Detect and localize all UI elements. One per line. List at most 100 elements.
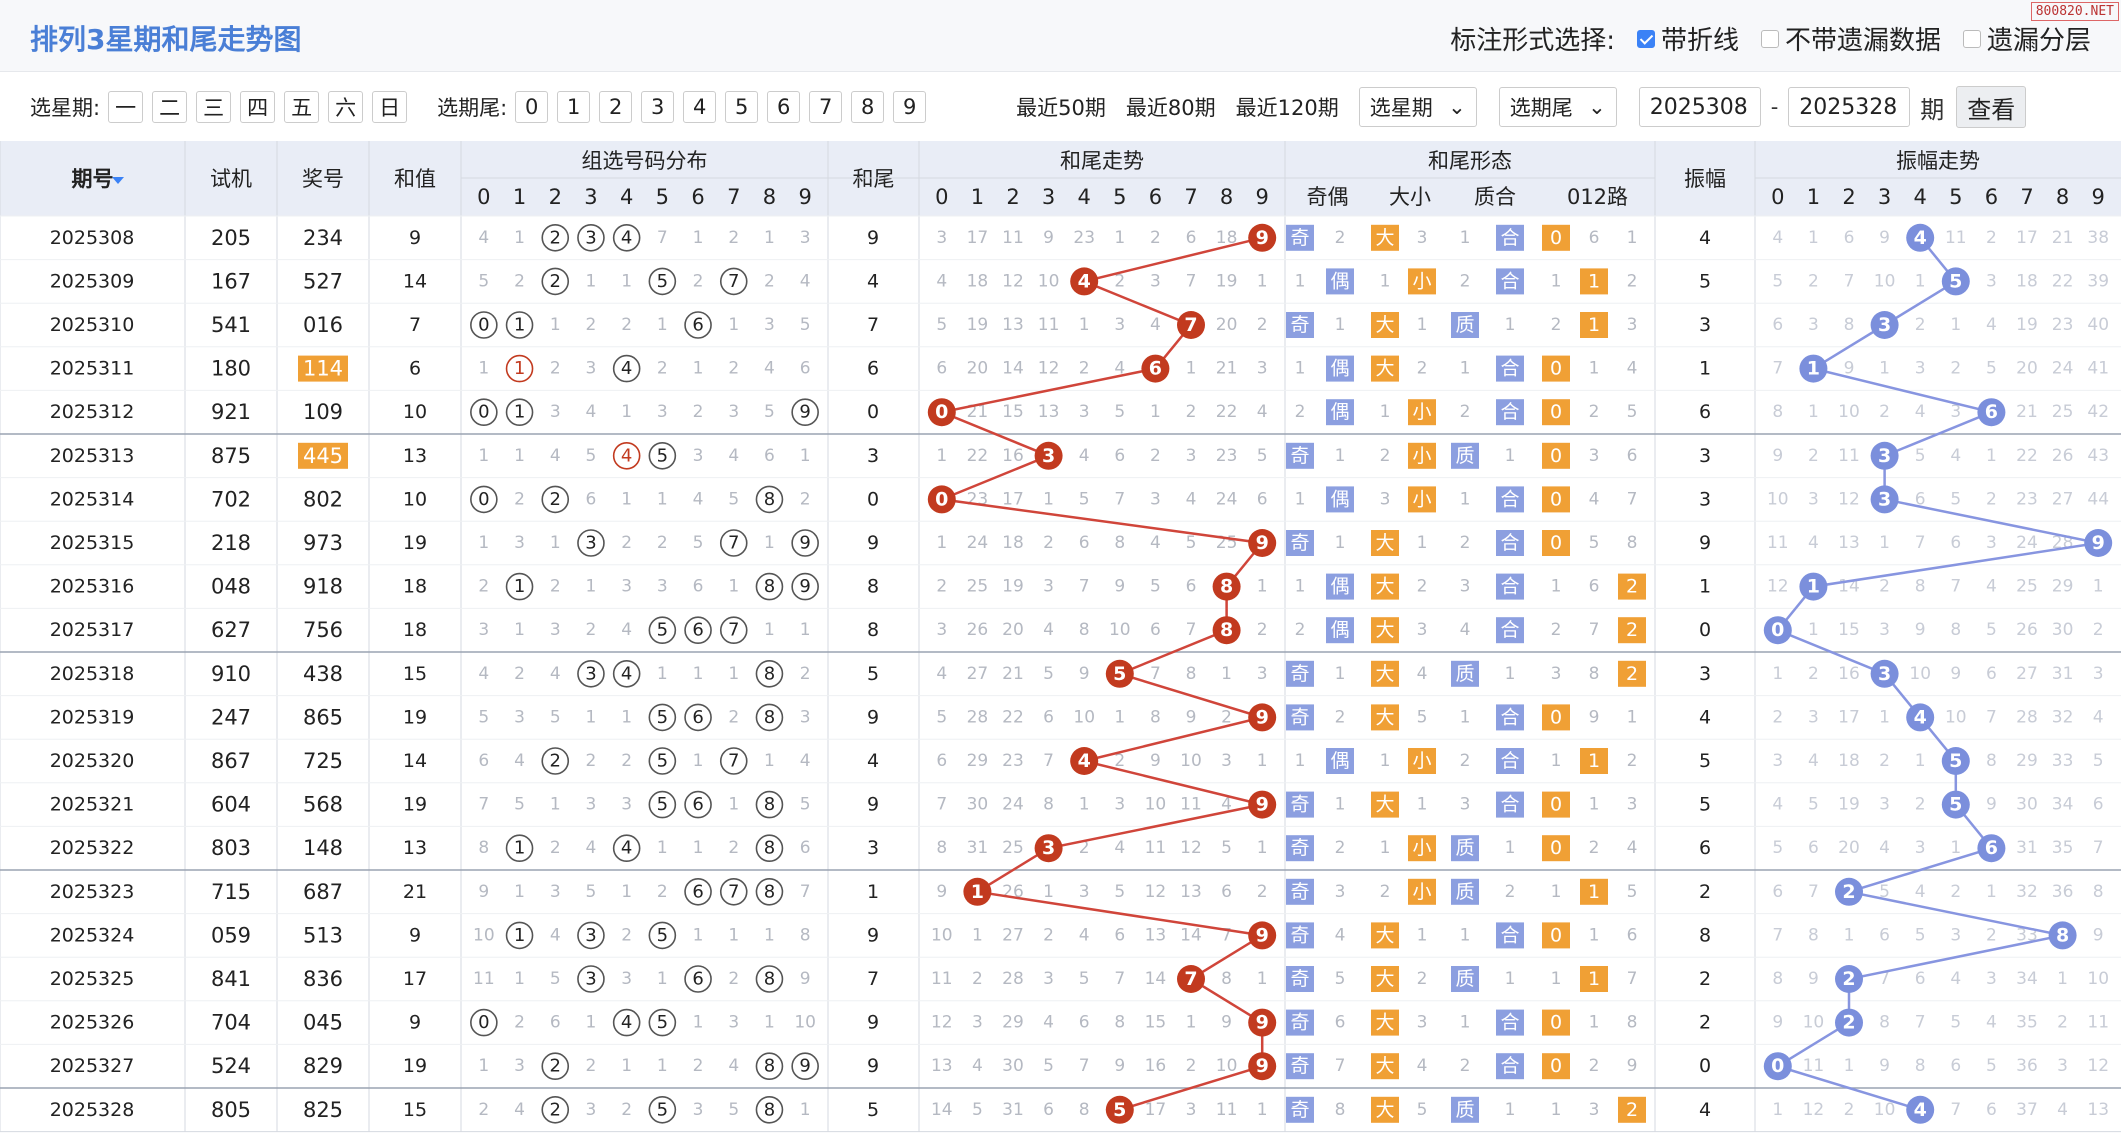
digit-header: 2 — [549, 185, 562, 209]
amp-trend-ball — [1941, 747, 1970, 775]
form-tag — [1618, 573, 1646, 600]
trend-miss-value: 31 — [967, 838, 989, 858]
dist-hit-circle — [505, 834, 534, 863]
to-period-input[interactable]: 2025328 — [1788, 87, 1911, 127]
tail-button[interactable]: 5 — [725, 91, 759, 123]
amp-miss-value: 5 — [1986, 620, 1997, 640]
option-with-line[interactable]: 带折线 — [1636, 20, 1739, 57]
trend-miss-value: 20 — [1216, 315, 1238, 335]
tail-button[interactable]: 4 — [683, 91, 717, 123]
tail-button[interactable]: 6 — [767, 91, 801, 123]
form-tag — [1496, 355, 1524, 382]
form-tag — [1371, 1009, 1399, 1036]
form-miss-value: 2 — [1417, 577, 1428, 597]
amp-trend-ball-value: 2 — [1842, 968, 1855, 990]
amp-miss-value: 36 — [2052, 882, 2074, 902]
dist-miss-value: 3 — [621, 969, 632, 989]
checkbox-icon[interactable] — [1760, 29, 1779, 48]
tail-button[interactable]: 2 — [599, 91, 633, 123]
trend-miss-value: 5 — [1150, 577, 1161, 597]
form-tag-text: 大 — [1375, 358, 1394, 380]
from-period-input[interactable]: 2025308 — [1638, 87, 1761, 127]
tail-trend-ball-value: 9 — [1256, 706, 1269, 728]
amp-miss-value: 1 — [1986, 882, 1997, 902]
week-button[interactable]: 六 — [328, 91, 364, 123]
amp-miss-value: 33 — [2052, 751, 2074, 771]
dist-miss-value: 2 — [764, 271, 775, 291]
form-tag-text: 质 — [1455, 1099, 1474, 1121]
tail-cell: 3 — [867, 445, 879, 467]
amp-miss-value: 5 — [1950, 489, 1961, 509]
tail-button[interactable]: 7 — [809, 91, 843, 123]
trend-miss-value: 2 — [1150, 446, 1161, 466]
week-select[interactable]: 选星期 ⌄ — [1358, 87, 1477, 127]
week-button[interactable]: 四 — [240, 91, 276, 123]
amp-miss-value: 1 — [1915, 751, 1926, 771]
recent-120-link[interactable]: 最近120期 — [1235, 96, 1339, 120]
trend-miss-value: 24 — [1002, 795, 1024, 815]
trend-miss-value: 1 — [1114, 228, 1125, 248]
option-no-missing[interactable]: 不带遗漏数据 — [1760, 20, 1941, 57]
form-subheader: 质合 — [1474, 185, 1516, 209]
week-button[interactable]: 三 — [196, 91, 232, 123]
sort-icon — [112, 177, 124, 184]
amp-miss-value: 17 — [1838, 707, 1860, 727]
checkbox-icon[interactable] — [1636, 29, 1655, 48]
amp-miss-value: 4 — [1986, 315, 1997, 335]
amp-miss-value: 6 — [1808, 838, 1819, 858]
amp-miss-value: 1 — [1879, 533, 1890, 553]
amp-miss-value: 2 — [1950, 359, 1961, 379]
tail-button[interactable]: 0 — [515, 91, 549, 123]
amp-miss-value: 20 — [2016, 359, 2038, 379]
tail-button[interactable]: 8 — [851, 91, 885, 123]
dist-miss-value: 1 — [586, 707, 597, 727]
week-button[interactable]: 一 — [108, 91, 144, 123]
sum-cell: 19 — [403, 1055, 427, 1077]
amp-miss-value: 9 — [2093, 925, 2104, 945]
dist-miss-value: 1 — [478, 446, 489, 466]
checkbox-icon[interactable] — [1962, 29, 1981, 48]
tail-button[interactable]: 1 — [557, 91, 591, 123]
trend-miss-value: 2 — [1114, 271, 1125, 291]
option-layered[interactable]: 遗漏分层 — [1962, 20, 2091, 57]
recent-50-link[interactable]: 最近50期 — [1016, 96, 1106, 120]
form-miss-value: 3 — [1627, 315, 1638, 335]
recent-80-link[interactable]: 最近80期 — [1125, 96, 1216, 120]
trend-miss-value: 21 — [1216, 359, 1238, 379]
amp-trend-ball-value: 4 — [1914, 1099, 1927, 1121]
form-miss-value: 2 — [1551, 315, 1562, 335]
amp-miss-value: 9 — [1879, 1056, 1890, 1076]
amp-miss-value: 7 — [1808, 882, 1819, 902]
period-cell: 2025312 — [50, 401, 135, 423]
dist-hit-circle — [755, 834, 784, 863]
dist-miss-value: 4 — [550, 446, 561, 466]
amp-miss-value: 5 — [1772, 271, 1783, 291]
trend-miss-value: 25 — [967, 577, 989, 597]
dist-miss-value: 3 — [550, 402, 561, 422]
tail-button[interactable]: 3 — [641, 91, 675, 123]
week-button[interactable]: 二 — [152, 91, 188, 123]
dist-hit-circle — [505, 572, 534, 601]
dist-hit-value: 8 — [764, 1056, 775, 1077]
amp-miss-value: 24 — [2016, 533, 2038, 553]
trend-miss-value: 2 — [1186, 1056, 1197, 1076]
week-button[interactable]: 五 — [284, 91, 320, 123]
dist-hit-circle — [791, 398, 819, 427]
amp-trend-ball — [1977, 398, 2006, 427]
trend-miss-value: 12 — [931, 1013, 953, 1033]
tail-select[interactable]: 选期尾 ⌄ — [1498, 87, 1617, 127]
tail-button[interactable]: 9 — [893, 91, 927, 123]
tail-cell: 0 — [867, 488, 879, 510]
week-button[interactable]: 日 — [372, 91, 408, 123]
amp-trend-ball — [1870, 311, 1899, 339]
trend-miss-value: 30 — [967, 795, 989, 815]
amp-miss-value: 3 — [1950, 925, 1961, 945]
form-tag — [1496, 1009, 1524, 1036]
sum-cell: 19 — [403, 706, 427, 728]
form-tag — [1542, 224, 1570, 251]
trend-miss-value: 28 — [1002, 969, 1024, 989]
dist-miss-value: 1 — [621, 1056, 632, 1076]
query-button[interactable]: 查看 — [1956, 86, 2027, 128]
period-cell: 2025316 — [50, 576, 135, 598]
form-tag — [1408, 878, 1436, 905]
